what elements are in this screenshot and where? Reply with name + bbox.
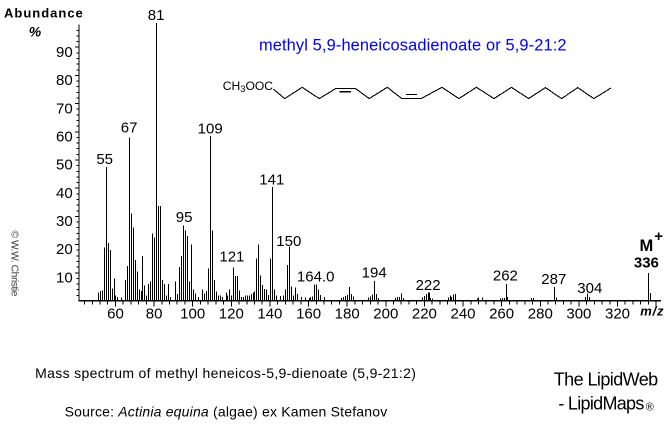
svg-text:180: 180 bbox=[335, 306, 360, 323]
svg-text:60: 60 bbox=[107, 306, 124, 323]
svg-text:141: 141 bbox=[259, 172, 284, 189]
svg-text:194: 194 bbox=[362, 264, 387, 281]
svg-text:240: 240 bbox=[450, 306, 475, 323]
svg-text:80: 80 bbox=[146, 306, 163, 323]
svg-text:100: 100 bbox=[180, 306, 205, 323]
svg-text:336: 336 bbox=[634, 255, 659, 272]
svg-text:140: 140 bbox=[257, 306, 282, 323]
svg-text:164.0: 164.0 bbox=[297, 268, 335, 285]
svg-text:60: 60 bbox=[56, 129, 73, 146]
svg-text:The LipidWeb: The LipidWeb bbox=[554, 370, 658, 390]
svg-text:®: ® bbox=[646, 402, 654, 414]
svg-text:300: 300 bbox=[566, 306, 591, 323]
svg-text:260: 260 bbox=[489, 306, 514, 323]
svg-text:220: 220 bbox=[412, 306, 437, 323]
svg-text:50: 50 bbox=[56, 157, 73, 174]
svg-text:m/z: m/z bbox=[640, 304, 664, 319]
svg-text:40: 40 bbox=[56, 185, 73, 202]
svg-text:© W.W. Christie: © W.W. Christie bbox=[9, 231, 20, 297]
svg-text:262: 262 bbox=[493, 268, 518, 285]
svg-text:70: 70 bbox=[56, 100, 73, 117]
svg-text:CH3OOC: CH3OOC bbox=[223, 79, 274, 94]
svg-text:81: 81 bbox=[148, 7, 165, 24]
svg-text:67: 67 bbox=[121, 119, 138, 136]
svg-text:287: 287 bbox=[541, 271, 566, 288]
svg-text:M: M bbox=[640, 237, 654, 255]
svg-text:121: 121 bbox=[219, 248, 244, 265]
svg-text:80: 80 bbox=[56, 72, 73, 89]
svg-text:- LipidMaps: - LipidMaps bbox=[558, 393, 644, 413]
svg-text:109: 109 bbox=[198, 120, 223, 137]
svg-text:120: 120 bbox=[219, 306, 244, 323]
svg-text:304: 304 bbox=[577, 280, 602, 297]
svg-text:200: 200 bbox=[373, 306, 398, 323]
svg-text:20: 20 bbox=[56, 241, 73, 258]
svg-text:280: 280 bbox=[528, 306, 553, 323]
svg-text:90: 90 bbox=[56, 44, 73, 61]
svg-text:+: + bbox=[654, 228, 663, 245]
svg-text:Source: Actinia equina (algae): Source: Actinia equina (algae) ex Kamen … bbox=[65, 403, 388, 419]
svg-text:222: 222 bbox=[416, 277, 441, 294]
svg-text:55: 55 bbox=[96, 151, 113, 168]
svg-text:30: 30 bbox=[56, 213, 73, 230]
svg-text:160: 160 bbox=[296, 306, 321, 323]
svg-text:10: 10 bbox=[56, 269, 73, 286]
svg-text:%: % bbox=[29, 24, 42, 40]
svg-text:methyl 5,9-heneicosadienoate o: methyl 5,9-heneicosadienoate or 5,9-21:2 bbox=[259, 37, 567, 55]
svg-text:Abundance: Abundance bbox=[4, 5, 84, 20]
svg-text:Mass spectrum of methyl heneic: Mass spectrum of methyl heneicos-5,9-die… bbox=[35, 365, 416, 381]
svg-text:95: 95 bbox=[176, 209, 193, 226]
svg-text:150: 150 bbox=[276, 233, 301, 250]
svg-text:320: 320 bbox=[605, 306, 630, 323]
